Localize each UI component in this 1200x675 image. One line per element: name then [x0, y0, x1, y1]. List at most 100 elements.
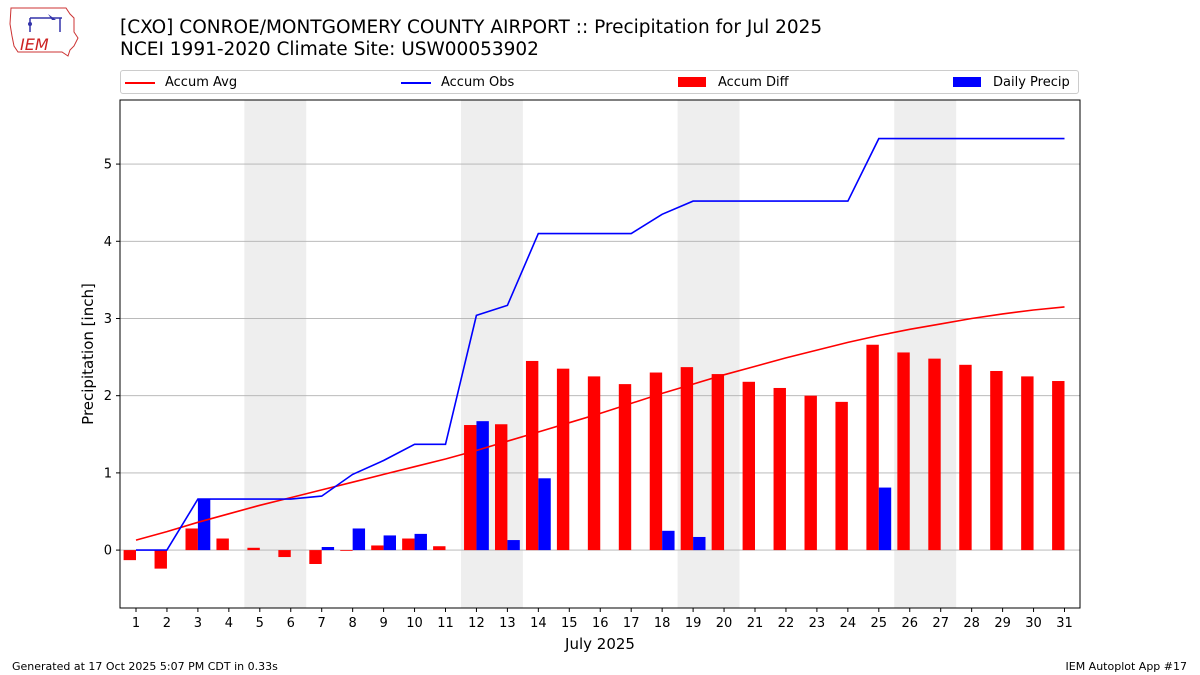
accum-obs-line	[136, 137, 1065, 551]
accum-diff-bar	[464, 425, 477, 551]
accum-diff-bar	[309, 550, 322, 564]
accum-diff-bar	[371, 545, 384, 551]
title-line-1: [CXO] CONROE/MONTGOMERY COUNTY AIRPORT :…	[120, 17, 823, 38]
weekend-band	[244, 100, 307, 608]
daily-precip-bar	[476, 421, 489, 551]
x-tick-label: 11	[437, 616, 454, 631]
x-tick-label: 14	[530, 616, 547, 631]
x-tick-label: 3	[194, 616, 202, 631]
y-tick-label: 3	[104, 312, 112, 327]
legend-swatch-accum-diff	[678, 77, 706, 87]
daily-precip-bar	[878, 487, 892, 551]
x-tick-label: 28	[963, 616, 980, 631]
x-tick-label: 26	[901, 616, 918, 631]
legend-label-accum-obs: Accum Obs	[441, 75, 515, 90]
daily-precip-bar	[321, 547, 335, 551]
legend-swatch-daily-precip	[953, 77, 981, 87]
daily-precip-bar	[414, 533, 427, 551]
title-line-2: NCEI 1991-2020 Climate Site: USW00053902	[120, 39, 539, 60]
daily-precip-bar	[693, 536, 706, 551]
x-tick-label: 12	[468, 616, 485, 631]
daily-precip-bar	[352, 528, 366, 551]
accum-diff-bar	[216, 538, 229, 551]
x-tick-label: 2	[163, 616, 171, 631]
x-axis-ticks: 1 2 3 4 5 6 7 8 9 10 11 12 13 14 15 16 17 18 19 20 21 22 23 24 2…	[132, 608, 1073, 631]
x-tick-label: 10	[406, 616, 423, 631]
x-tick-label: 24	[840, 616, 857, 631]
accum-diff-bar	[556, 368, 570, 551]
chart-legend: Accum Avg Accum Obs Accum Diff Daily Pre…	[120, 70, 1079, 94]
accum-diff-bar	[495, 424, 508, 551]
y-tick-label: 2	[104, 389, 112, 404]
accum-diff-bar	[123, 550, 136, 561]
x-tick-label: 20	[716, 616, 733, 631]
iem-logo-graphic: IEM	[9, 7, 79, 57]
accum-diff-bar	[247, 547, 260, 551]
accum-avg-line	[135, 306, 1065, 541]
x-tick-label: 30	[1025, 616, 1042, 631]
y-axis-ticks: 0 1 2 3 4 5	[104, 158, 120, 559]
accum-diff-bar	[897, 352, 910, 551]
accum-diff-bar	[990, 370, 1003, 551]
logo-text: IEM	[20, 35, 49, 54]
accum-diff-bar	[618, 384, 632, 551]
x-tick-label: 16	[592, 616, 609, 631]
accum-diff-bar	[711, 374, 725, 551]
chart-title: [CXO] CONROE/MONTGOMERY COUNTY AIRPORT :…	[120, 17, 822, 61]
x-tick-label: 27	[932, 616, 949, 631]
x-tick-label: 25	[871, 616, 888, 631]
accum-diff-bar	[742, 381, 755, 551]
accum-diff-bar	[835, 401, 848, 551]
x-tick-label: 31	[1056, 616, 1073, 631]
bar-series	[123, 344, 1065, 569]
accum-diff-bar	[587, 376, 601, 551]
accum-diff-bar	[1021, 376, 1034, 551]
y-axis-label: Precipitation [inch]	[79, 283, 97, 425]
accum-diff-bar	[433, 546, 446, 551]
footer-app: IEM Autoplot App #17	[1065, 660, 1188, 673]
iem-logo: IEM	[8, 6, 80, 60]
accum-diff-bar	[1052, 381, 1065, 551]
x-tick-label: 22	[778, 616, 795, 631]
x-tick-label: 5	[256, 616, 264, 631]
y-tick-label: 4	[104, 235, 112, 250]
x-tick-label: 9	[379, 616, 387, 631]
x-tick-label: 8	[349, 616, 357, 631]
x-tick-label: 15	[561, 616, 578, 631]
accum-diff-bar	[340, 550, 353, 551]
accum-diff-bar	[959, 364, 972, 551]
x-tick-label: 21	[747, 616, 764, 631]
daily-precip-bar	[383, 535, 396, 551]
legend-swatch-accum-avg	[125, 82, 155, 84]
daily-precip-bar	[662, 530, 675, 551]
accum-diff-bar	[402, 538, 415, 551]
y-tick-label: 5	[104, 158, 112, 173]
x-tick-label: 6	[287, 616, 295, 631]
accum-diff-bar	[649, 372, 663, 551]
accum-diff-bar	[278, 550, 291, 558]
accum-diff-bar	[154, 550, 167, 569]
x-tick-label: 13	[499, 616, 516, 631]
x-tick-label: 4	[225, 616, 233, 631]
x-tick-label: 7	[318, 616, 326, 631]
legend-label-daily-precip: Daily Precip	[993, 75, 1070, 90]
accum-diff-bar	[928, 358, 941, 551]
x-tick-label: 17	[623, 616, 640, 631]
x-tick-label: 19	[685, 616, 702, 631]
line-series	[135, 137, 1065, 551]
daily-precip-bar	[197, 499, 211, 551]
x-tick-label: 18	[654, 616, 671, 631]
x-tick-label: 23	[809, 616, 826, 631]
accum-diff-bar	[804, 395, 817, 551]
accum-diff-bar	[773, 387, 786, 551]
x-tick-label: 1	[132, 616, 140, 631]
x-tick-label: 29	[994, 616, 1011, 631]
daily-precip-bar	[507, 540, 520, 551]
accum-diff-bar	[680, 367, 694, 551]
legend-label-accum-avg: Accum Avg	[165, 75, 238, 90]
footer-generated: Generated at 17 Oct 2025 5:07 PM CDT in …	[12, 660, 278, 673]
accum-diff-bar	[185, 528, 198, 551]
x-axis-label: July 2025	[564, 635, 635, 653]
legend-swatch-accum-obs	[401, 82, 431, 84]
